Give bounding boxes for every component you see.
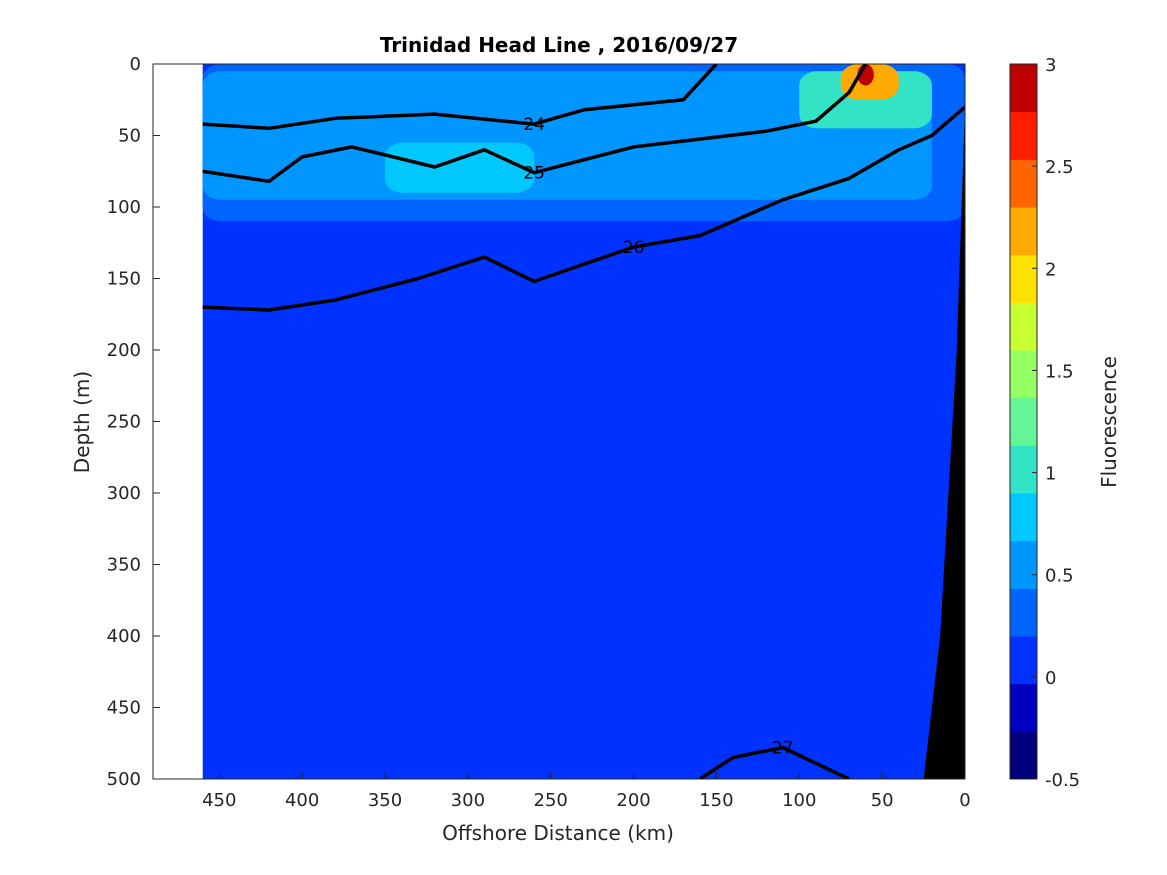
- colorbar-swatch: [1010, 111, 1037, 160]
- y-tick-label: 150: [107, 269, 141, 290]
- colorbar-tick-label: 0: [1045, 668, 1056, 689]
- colorbar-swatch: [1010, 350, 1037, 399]
- plot-area: [202, 64, 965, 779]
- contour-line-24: [202, 64, 718, 131]
- y-tick-label: 0: [130, 54, 141, 75]
- contour-label-27: 27: [772, 739, 794, 759]
- colorbar-tick-label: 0.5: [1045, 566, 1074, 587]
- colorbar-swatch: [1010, 254, 1037, 303]
- contour-label-25: 25: [523, 164, 545, 184]
- contour-line-25: [202, 64, 868, 184]
- y-tick-label: 200: [107, 340, 141, 361]
- x-tick-label: 250: [534, 790, 568, 811]
- x-axis-label: Offshore Distance (km): [442, 821, 674, 845]
- y-tick-label: 50: [118, 126, 141, 147]
- colorbar-swatch: [1010, 540, 1037, 589]
- fluorescence-field: [202, 64, 965, 779]
- colorbar-swatch: [1010, 302, 1037, 351]
- x-tick-label: 100: [782, 790, 816, 811]
- y-tick-label: 300: [107, 483, 141, 504]
- colorbar-swatch: [1010, 397, 1037, 446]
- colorbar-swatch: [1010, 731, 1037, 780]
- colorbar-tick-label: -0.5: [1045, 770, 1080, 791]
- contour-line-26: [202, 105, 965, 312]
- x-tick-label: 150: [699, 790, 733, 811]
- y-tick-label: 100: [107, 197, 141, 218]
- contour-label-24: 24: [523, 115, 545, 135]
- colorbar-tick-label: 1.5: [1045, 361, 1074, 382]
- chart-title: Trinidad Head Line , 2016/09/27: [380, 33, 738, 57]
- contour-line-27: [698, 745, 850, 779]
- x-tick-label: 400: [285, 790, 319, 811]
- colorbar-tick-label: 1: [1045, 464, 1056, 485]
- colorbar-swatch: [1010, 445, 1037, 494]
- colorbar-swatch: [1010, 64, 1037, 113]
- colorbar-swatch: [1010, 159, 1037, 208]
- x-tick-label: 450: [202, 790, 236, 811]
- density-contours: [202, 64, 965, 779]
- colorbar-swatch: [1010, 588, 1037, 637]
- fluorescence-region: [385, 142, 535, 193]
- x-axis-ticks: 450 400 350 300 250 200 150 100 50 0: [202, 772, 971, 811]
- x-tick-label: 350: [368, 790, 402, 811]
- colorbar: 3 2.5 2 1.5 1 0.5 0 -0.5: [1009, 55, 1080, 791]
- y-axis-ticks: 0 50 100 150 200 250 300 350 400 450 500: [107, 54, 160, 790]
- x-tick-label: 200: [616, 790, 650, 811]
- colorbar-tick-label: 2.5: [1045, 157, 1074, 178]
- colorbar-swatch: [1010, 493, 1037, 542]
- bathymetry-mask: [923, 106, 965, 779]
- x-tick-label: 0: [959, 790, 970, 811]
- y-tick-label: 350: [107, 555, 141, 576]
- colorbar-swatch: [1010, 636, 1037, 685]
- x-tick-label: 300: [451, 790, 485, 811]
- colorbar-swatch: [1010, 683, 1037, 732]
- colorbar-swatch: [1010, 207, 1037, 256]
- colorbar-label: Fluorescence: [1097, 356, 1121, 488]
- y-axis-label: Depth (m): [70, 371, 94, 473]
- y-tick-label: 500: [107, 769, 141, 790]
- bathymetry-shape: [923, 106, 965, 779]
- y-tick-label: 400: [107, 626, 141, 647]
- colorbar-tick-label: 3: [1045, 55, 1056, 76]
- contour-labels: 24 25 26 27: [523, 115, 793, 758]
- contour-label-26: 26: [623, 238, 645, 258]
- y-tick-label: 250: [107, 412, 141, 433]
- colorbar-tick-label: 2: [1045, 259, 1056, 280]
- y-tick-label: 450: [107, 698, 141, 719]
- x-tick-label: 50: [871, 790, 894, 811]
